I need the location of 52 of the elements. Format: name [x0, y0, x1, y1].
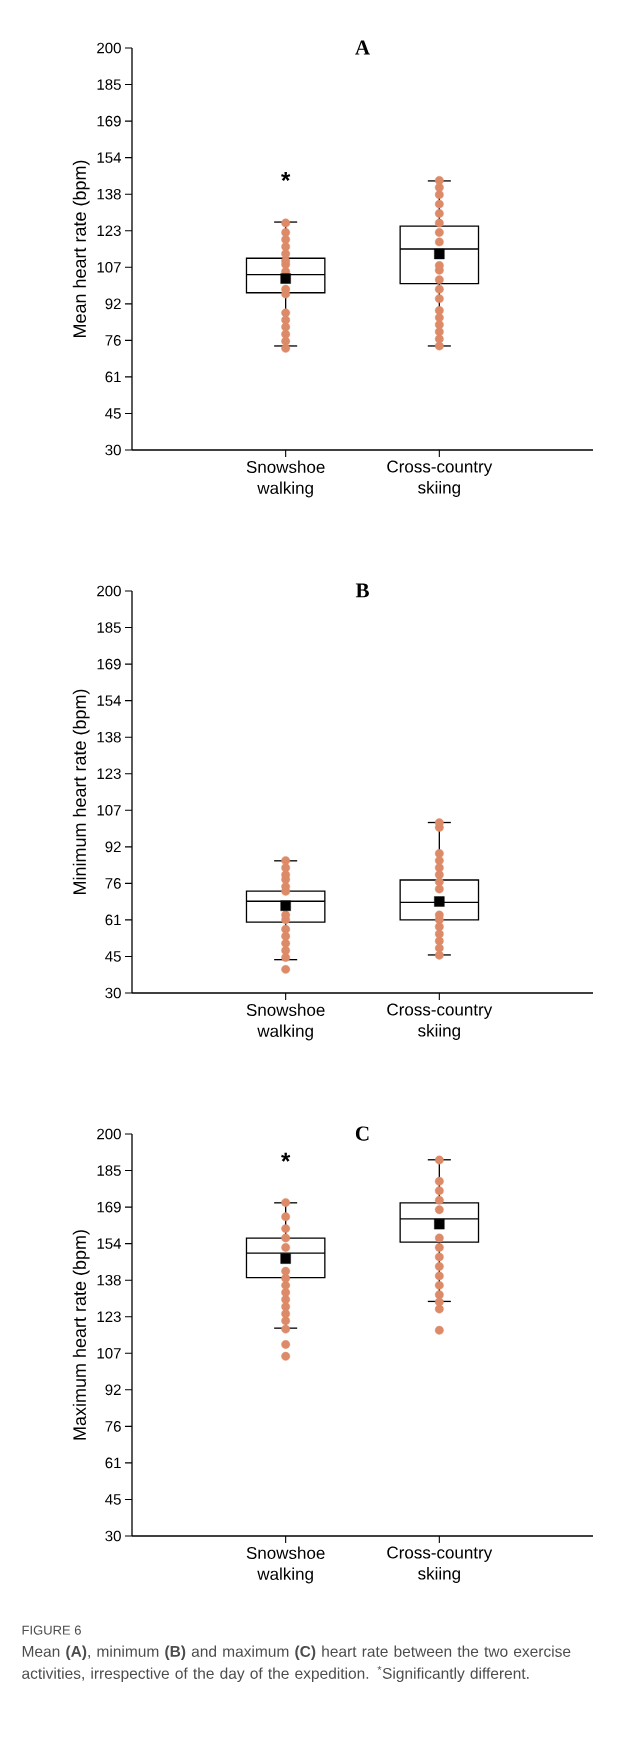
y-tick-label: 154 — [97, 1238, 122, 1249]
y-tick-label: 185 — [97, 1165, 121, 1176]
x-tick-label: Cross-country skiing — [387, 1546, 493, 1583]
y-tick-label: 92 — [105, 1384, 121, 1396]
y-tick-label: 30 — [105, 987, 121, 999]
y-axis-title: Mean heart rate (bpm) — [72, 160, 90, 338]
y-tick-label: 107 — [97, 261, 121, 273]
y-tick-label: 200 — [97, 1128, 121, 1140]
y-tick-label: 61 — [105, 371, 121, 383]
chart-title: C — [355, 1126, 369, 1141]
y-tick-label: 61 — [105, 914, 121, 926]
y-tick-label: 169 — [97, 658, 121, 670]
x-tick-label: Snowshoe walking — [246, 1003, 325, 1041]
y-tick-label: 30 — [105, 444, 121, 456]
y-tick-label: 45 — [105, 1494, 121, 1505]
y-tick-label: 154 — [97, 152, 122, 163]
y-tick-label: 107 — [97, 1347, 121, 1359]
y-tick-label: 92 — [105, 841, 121, 853]
y-tick-label: 76 — [105, 878, 121, 889]
y-tick-label: 138 — [97, 1274, 121, 1286]
chart-title: A — [355, 40, 370, 55]
x-tick-label: Snowshoe walking — [246, 1546, 325, 1584]
y-tick-label: 169 — [97, 115, 121, 127]
y-tick-label: 45 — [105, 951, 121, 962]
chart-title: B — [355, 583, 369, 598]
y-tick-label: 185 — [97, 622, 121, 633]
caption: FIGURE 6 — [22, 1625, 81, 1635]
y-tick-label: 185 — [97, 79, 121, 90]
x-tick-label: Cross-country skiing — [387, 460, 493, 497]
y-tick-label: 138 — [97, 188, 121, 200]
y-axis-title: Minimum heart rate (bpm) — [72, 689, 90, 895]
y-tick-label: 45 — [105, 408, 121, 419]
y-tick-label: 92 — [105, 298, 121, 310]
y-tick-label: 30 — [105, 1530, 121, 1542]
y-axis-title: Maximum heart rate (bpm) — [72, 1230, 90, 1440]
y-tick-label: 200 — [97, 42, 121, 54]
y-tick-label: 76 — [105, 335, 121, 346]
x-tick-label: Snowshoe walking — [246, 460, 325, 498]
y-tick-label: 200 — [97, 585, 121, 597]
annotation: * — [281, 172, 291, 181]
y-tick-label: 76 — [105, 1421, 121, 1432]
x-tick-label: Cross-country skiing — [387, 1003, 493, 1040]
y-tick-label: 169 — [97, 1201, 121, 1213]
y-tick-label: 123 — [97, 225, 121, 237]
y-tick-label: 123 — [97, 1311, 121, 1323]
y-tick-label: 154 — [97, 695, 122, 706]
y-tick-label: 107 — [97, 804, 121, 816]
annotation: * — [281, 1152, 291, 1162]
y-tick-label: 123 — [97, 768, 121, 780]
y-tick-label: 61 — [105, 1457, 121, 1469]
text: Mean (A), minimum (B) and maximum (C) heart rate between the two exercise activities, irrespective of the day of the expedition. $^{*}$Significantly different. — [22, 1645, 571, 1682]
y-tick-label: 138 — [97, 731, 121, 743]
